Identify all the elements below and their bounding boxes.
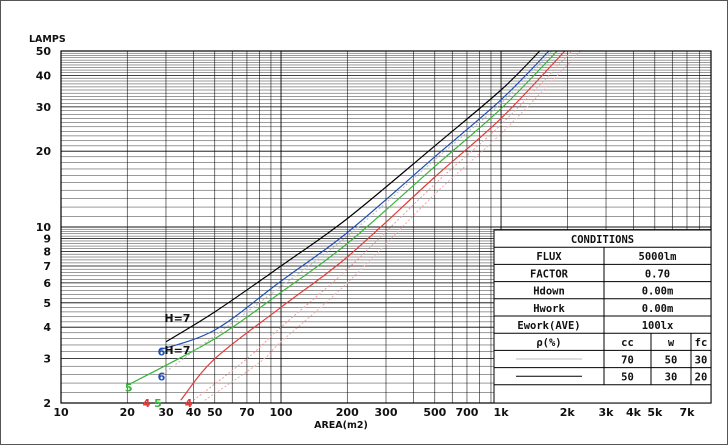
x-tick-label: 10 — [53, 406, 69, 419]
x-tick-label: 3k — [599, 406, 615, 419]
reflect-header: w — [668, 337, 675, 349]
x-tick-label: 40 — [186, 406, 202, 419]
conditions-title: CONDITIONS — [571, 234, 634, 246]
reflect-value: 20 — [695, 372, 708, 384]
series-line-1 — [159, 51, 550, 351]
x-tick-label: 7k — [679, 406, 695, 419]
rho-header: ρ(%) — [536, 337, 561, 349]
x-tick-label: 4k — [626, 406, 642, 419]
reflect-value: 30 — [695, 354, 708, 366]
y-tick-label: 3 — [43, 353, 51, 366]
series-line-5 — [193, 51, 573, 401]
curve-label: 6 — [158, 370, 166, 383]
curve-label: 6 — [158, 346, 166, 359]
x-tick-label: 100 — [270, 406, 293, 419]
condition-value: 100lx — [642, 320, 674, 332]
x-tick-label: 300 — [375, 406, 398, 419]
reflect-header: cc — [621, 337, 634, 349]
reflect-value: 30 — [665, 372, 678, 384]
condition-label: Hwork — [533, 303, 565, 315]
x-tick-label: 1k — [494, 406, 510, 419]
condition-value: 0.70 — [645, 268, 670, 280]
x-tick-label: 50 — [207, 406, 223, 419]
reflect-value: 70 — [621, 354, 634, 366]
y-tick-label: 5 — [43, 297, 51, 310]
y-tick-label: 8 — [43, 245, 51, 258]
curve-label: 4 — [185, 397, 193, 410]
series-line-2 — [126, 51, 558, 386]
curves — [126, 51, 581, 401]
y-tick-label: 7 — [43, 260, 51, 273]
curve-label: 5 — [154, 397, 162, 410]
curve-label: 5 — [125, 382, 133, 395]
condition-value: 0.00m — [642, 286, 674, 298]
x-tick-label: 20 — [120, 406, 136, 419]
y-tick-label: 20 — [36, 145, 52, 158]
curve-label: H=7 — [164, 312, 190, 325]
curve-label: 4 — [143, 397, 151, 410]
conditions-table: CONDITIONS FLUX 5000lm FACTOR 0.70 Hdown 0.00m… — [493, 229, 712, 404]
tick-labels: 10 20 30 40 50 70 100 200 300 500 700 1k 2k 3k 4k 5k 7k 2… — [36, 45, 695, 419]
x-tick-label: 700 — [455, 406, 478, 419]
reflect-value: 50 — [621, 372, 634, 384]
series-line-4 — [159, 51, 553, 377]
x-tick-label: 2k — [560, 406, 576, 419]
condition-label: FACTOR — [530, 268, 569, 280]
series-line-0 — [165, 51, 541, 343]
x-tick-label: 500 — [423, 406, 446, 419]
curve-label: H=7 — [164, 344, 190, 357]
condition-value: 5000lm — [639, 251, 677, 263]
x-tick-label: 5k — [647, 406, 663, 419]
reflect-header: fc — [695, 337, 708, 349]
y-tick-label: 9 — [43, 233, 51, 246]
plot-border — [60, 50, 712, 404]
y-tick-label: 10 — [36, 221, 52, 234]
y-tick-label: 30 — [36, 101, 52, 114]
condition-label: Ework(AVE) — [517, 320, 580, 332]
y-tick-label: 40 — [36, 69, 52, 82]
y-axis-title: LAMPS — [29, 34, 66, 45]
y-tick-label: 6 — [43, 277, 51, 290]
y-tick-label: 50 — [36, 45, 52, 58]
y-tick-label: 2 — [43, 397, 51, 410]
condition-label: FLUX — [536, 251, 562, 263]
series-line-6 — [204, 51, 581, 401]
x-tick-label: 30 — [158, 406, 174, 419]
x-axis-title: AREA(m2) — [314, 420, 368, 431]
reflect-value: 50 — [665, 354, 678, 366]
x-tick-label: 70 — [239, 406, 255, 419]
condition-value: 0.00m — [642, 303, 674, 315]
series-line-3 — [180, 51, 566, 401]
x-tick-label: 200 — [336, 406, 359, 419]
condition-label: Hdown — [533, 286, 565, 298]
y-tick-label: 4 — [43, 321, 51, 334]
